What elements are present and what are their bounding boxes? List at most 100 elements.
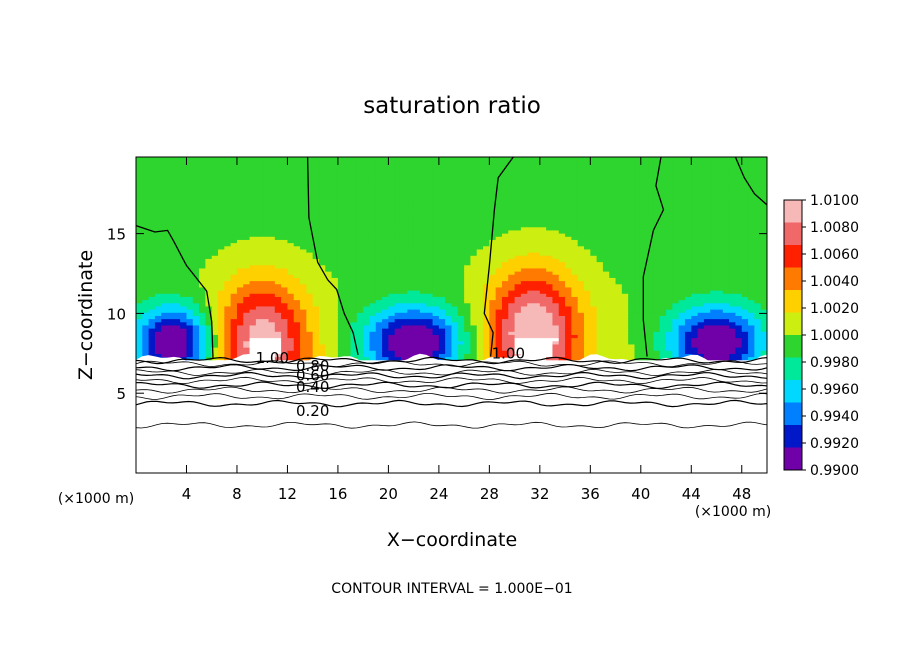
field-cell	[211, 334, 219, 339]
field-cell	[268, 226, 276, 231]
field-cell	[306, 271, 314, 275]
field-cell	[577, 207, 585, 212]
field-cell	[470, 214, 478, 218]
field-cell	[224, 176, 232, 180]
field-cell	[142, 201, 150, 206]
field-cell	[483, 350, 490, 354]
field-cell	[514, 271, 522, 275]
field-cell	[293, 226, 301, 231]
field-cell	[552, 274, 560, 278]
field-cell	[457, 258, 465, 263]
field-cell	[287, 179, 295, 183]
field-cell	[571, 242, 579, 247]
field-cell	[438, 166, 446, 171]
field-cell	[514, 318, 522, 323]
field-cell	[281, 271, 289, 275]
field-cell	[407, 328, 415, 332]
field-cell	[262, 334, 270, 339]
field-cell	[451, 252, 459, 256]
field-cell	[464, 264, 472, 269]
field-cell	[476, 280, 484, 285]
chart-title: saturation ratio	[363, 93, 541, 119]
field-cell	[255, 182, 263, 187]
field-cell	[584, 236, 591, 240]
field-cell	[413, 233, 421, 237]
field-cell	[407, 321, 415, 326]
field-cell	[192, 236, 200, 240]
field-cell	[432, 214, 440, 218]
field-cell	[539, 328, 547, 332]
field-cell	[552, 296, 560, 301]
field-cell	[476, 198, 484, 202]
field-cell	[539, 236, 547, 240]
field-cell	[539, 179, 547, 183]
field-cell	[451, 309, 459, 313]
field-cell	[514, 309, 522, 313]
field-cell	[382, 176, 389, 180]
field-cell	[615, 252, 623, 256]
field-cell	[350, 252, 358, 256]
field-cell	[161, 166, 169, 171]
field-cell	[621, 198, 629, 202]
field-cell	[236, 229, 244, 234]
field-cell	[268, 331, 276, 335]
field-cell	[300, 337, 307, 342]
field-cell	[539, 239, 547, 244]
field-cell	[337, 337, 345, 342]
field-cell	[558, 258, 566, 263]
field-cell	[621, 179, 629, 183]
field-cell	[577, 280, 585, 285]
field-cell	[438, 255, 446, 259]
field-cell	[419, 283, 427, 288]
field-cell	[495, 214, 503, 218]
field-cell	[451, 169, 459, 174]
field-cell	[596, 302, 604, 307]
field-cell	[262, 340, 270, 345]
field-cell	[300, 179, 307, 183]
field-cell	[464, 347, 472, 351]
field-cell	[382, 321, 389, 326]
field-cell	[224, 169, 232, 174]
field-cell	[173, 166, 181, 171]
field-cell	[199, 214, 207, 218]
field-cell	[281, 188, 289, 193]
field-cell	[615, 324, 623, 329]
field-cell	[192, 290, 200, 294]
field-cell	[571, 176, 579, 180]
field-cell	[483, 169, 490, 174]
field-cell	[501, 340, 509, 345]
field-cell	[363, 185, 371, 190]
field-cell	[318, 264, 326, 269]
field-cell	[363, 182, 371, 187]
field-cell	[489, 163, 497, 168]
field-cell	[546, 195, 554, 199]
field-cell	[161, 283, 169, 288]
field-cell	[457, 163, 465, 168]
field-cell	[281, 340, 289, 345]
field-cell	[501, 157, 509, 161]
field-cell	[451, 286, 459, 291]
field-cell	[609, 337, 617, 342]
field-cell	[520, 347, 528, 351]
field-cell	[186, 277, 194, 282]
field-cell	[602, 188, 610, 193]
field-cell	[382, 248, 389, 253]
field-cell	[508, 274, 516, 278]
field-cell	[205, 220, 213, 225]
field-cell	[388, 347, 396, 351]
field-cell	[281, 302, 289, 307]
field-cell	[199, 318, 207, 323]
field-cell	[413, 315, 421, 320]
field-cell	[546, 274, 554, 278]
field-cell	[470, 239, 478, 244]
field-cell	[249, 318, 257, 323]
field-cell	[243, 274, 251, 278]
field-cell	[262, 283, 270, 288]
field-cell	[520, 188, 528, 193]
field-cell	[445, 321, 453, 326]
field-cell	[621, 261, 629, 266]
field-cell	[419, 191, 427, 196]
field-cell	[382, 239, 389, 244]
field-cell	[312, 261, 320, 266]
